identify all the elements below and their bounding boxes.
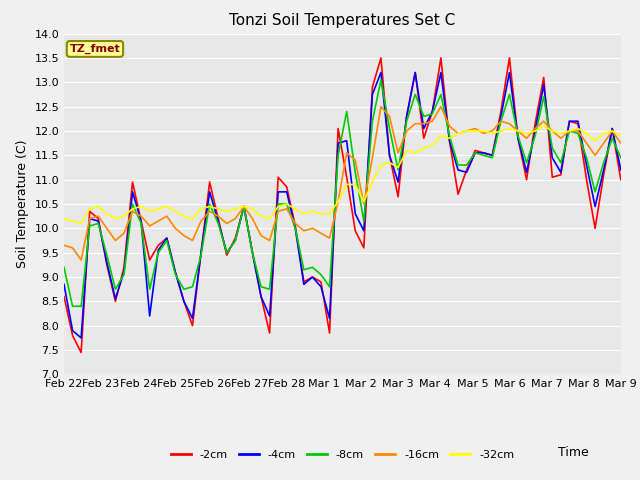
-8cm — [617, 155, 625, 161]
-8cm — [240, 204, 248, 209]
-32cm — [317, 211, 325, 216]
-2cm — [111, 299, 119, 304]
-4cm — [308, 274, 316, 280]
Text: Time: Time — [558, 446, 589, 459]
Line: -2cm: -2cm — [64, 58, 621, 352]
Line: -16cm: -16cm — [64, 107, 621, 260]
-4cm — [111, 296, 119, 302]
Line: -32cm: -32cm — [64, 126, 621, 224]
-2cm — [240, 204, 248, 209]
-16cm — [617, 140, 625, 146]
Title: Tonzi Soil Temperatures Set C: Tonzi Soil Temperatures Set C — [229, 13, 456, 28]
-16cm — [317, 230, 325, 236]
-32cm — [111, 216, 119, 221]
-4cm — [60, 281, 68, 287]
-16cm — [308, 226, 316, 231]
-4cm — [617, 167, 625, 173]
-8cm — [60, 264, 68, 270]
-4cm — [317, 284, 325, 289]
-16cm — [514, 128, 522, 134]
Text: TZ_fmet: TZ_fmet — [70, 44, 120, 54]
-16cm — [240, 204, 248, 209]
-8cm — [68, 303, 76, 309]
-16cm — [77, 257, 85, 263]
-2cm — [617, 177, 625, 182]
Legend: -2cm, -4cm, -8cm, -16cm, -32cm: -2cm, -4cm, -8cm, -16cm, -32cm — [166, 445, 518, 464]
-8cm — [111, 286, 119, 292]
-32cm — [77, 221, 85, 227]
-16cm — [60, 242, 68, 248]
-32cm — [617, 133, 625, 139]
-32cm — [540, 123, 548, 129]
Line: -8cm: -8cm — [64, 80, 621, 306]
-32cm — [308, 208, 316, 214]
-32cm — [240, 204, 248, 209]
-2cm — [308, 274, 316, 280]
-2cm — [377, 55, 385, 61]
-32cm — [60, 216, 68, 221]
-32cm — [206, 204, 214, 209]
-4cm — [77, 335, 85, 341]
-8cm — [317, 272, 325, 277]
-4cm — [377, 70, 385, 75]
-4cm — [206, 189, 214, 195]
-4cm — [514, 135, 522, 141]
-8cm — [206, 201, 214, 207]
-4cm — [240, 204, 248, 209]
-8cm — [514, 133, 522, 139]
-2cm — [206, 179, 214, 185]
-32cm — [506, 126, 513, 132]
-8cm — [377, 77, 385, 83]
-16cm — [111, 238, 119, 243]
-8cm — [308, 264, 316, 270]
-16cm — [377, 104, 385, 109]
-2cm — [317, 279, 325, 285]
-16cm — [206, 208, 214, 214]
-2cm — [514, 135, 522, 141]
-2cm — [77, 349, 85, 355]
Y-axis label: Soil Temperature (C): Soil Temperature (C) — [16, 140, 29, 268]
-2cm — [60, 294, 68, 300]
Line: -4cm: -4cm — [64, 72, 621, 338]
